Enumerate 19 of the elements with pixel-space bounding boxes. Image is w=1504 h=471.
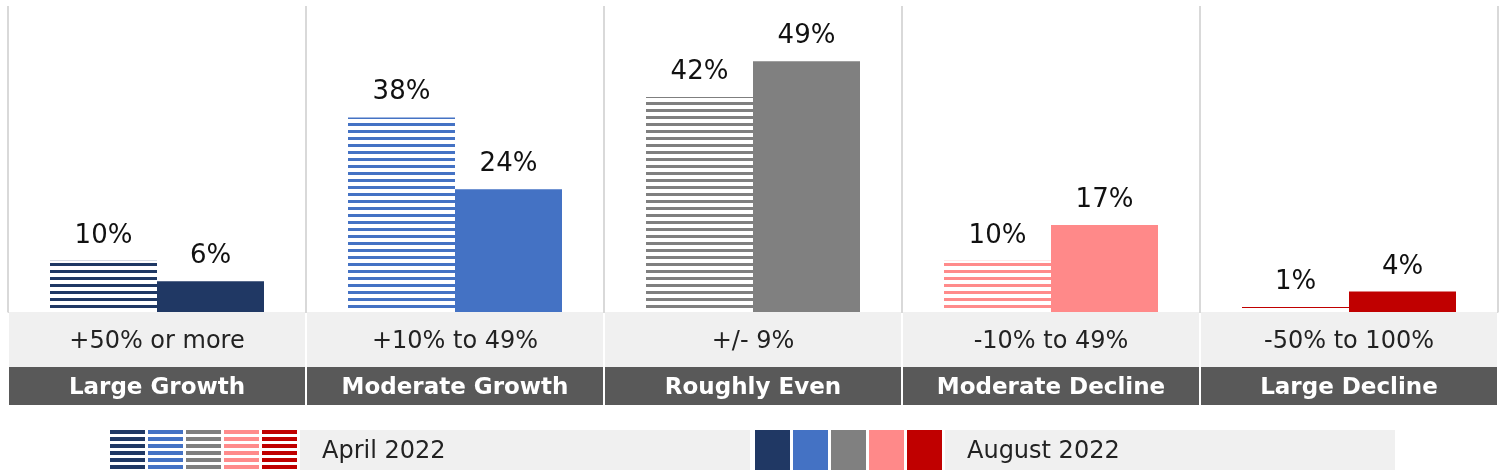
x-tick-label: +10% to 49% Moderate Growth <box>341 325 569 399</box>
data-label: 24% <box>479 147 538 178</box>
data-label: 17% <box>1075 182 1134 213</box>
x-tick-label: +/- 9% Roughly Even <box>664 325 842 399</box>
data-label: 42% <box>670 55 729 86</box>
x-tick-label: +50% or more Large Growth <box>68 325 246 399</box>
data-label: 4% <box>1381 249 1424 280</box>
data-label: 6% <box>189 239 232 270</box>
x-tick-label: -50% to 100% Large Decline <box>1260 325 1438 399</box>
data-label: 1% <box>1274 264 1317 295</box>
data-label: 38% <box>372 75 431 106</box>
x-tick-label: -10% to 49% Moderate Decline <box>936 325 1166 399</box>
bar <box>157 281 264 312</box>
bar <box>1349 291 1456 312</box>
data-label: 10% <box>74 218 133 249</box>
data-label: 10% <box>968 218 1027 249</box>
legend-label: April 2022 <box>322 436 446 464</box>
legend-label: August 2022 <box>967 436 1120 464</box>
data-label: 49% <box>777 19 836 50</box>
